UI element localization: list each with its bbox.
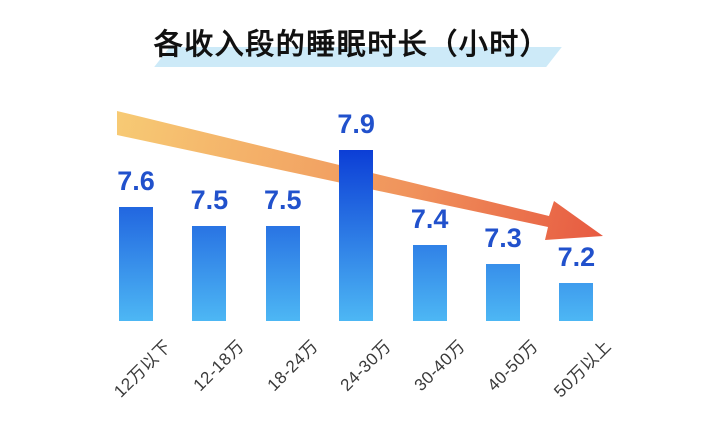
chart-title: 各收入段的睡眠时长（小时）	[153, 29, 551, 61]
bar-column: 7.6	[117, 157, 155, 321]
chart-title-block: 各收入段的睡眠时长（小时）	[0, 0, 724, 80]
bar	[265, 226, 300, 321]
bar-value-label: 7.5	[190, 185, 229, 215]
bar-column: 7.4	[410, 195, 449, 321]
bar	[192, 226, 227, 321]
bar	[486, 264, 520, 321]
bar-column: 7.2	[557, 233, 596, 321]
bar	[412, 245, 447, 321]
bar-plot-area: 7.6 7.5 7.5 7.9 7.4 7.3 7.2	[117, 100, 596, 321]
bar-column: 7.3	[484, 214, 522, 321]
bar-value-label: 7.3	[484, 223, 522, 253]
bar-value-label: 7.9	[337, 109, 375, 139]
bar	[339, 150, 374, 321]
bar-value-label: 7.2	[557, 242, 596, 272]
bar-column: 7.9	[337, 100, 375, 321]
bar	[559, 283, 594, 321]
bar-column: 7.5	[190, 176, 229, 321]
bar-value-label: 7.6	[117, 166, 155, 196]
bar-value-label: 7.4	[410, 204, 449, 234]
bar	[119, 207, 153, 321]
bar-value-label: 7.5	[264, 185, 302, 215]
bar-column: 7.5	[264, 176, 302, 321]
